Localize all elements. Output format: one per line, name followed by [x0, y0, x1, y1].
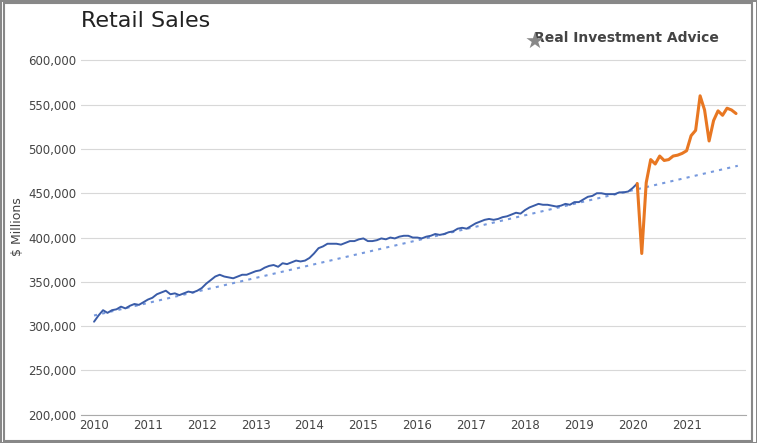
Text: ★: ★ — [525, 33, 545, 53]
Y-axis label: $ Millions: $ Millions — [11, 197, 24, 256]
Text: Real Investment Advice: Real Investment Advice — [534, 31, 719, 45]
Text: Retail Sales: Retail Sales — [80, 11, 210, 31]
